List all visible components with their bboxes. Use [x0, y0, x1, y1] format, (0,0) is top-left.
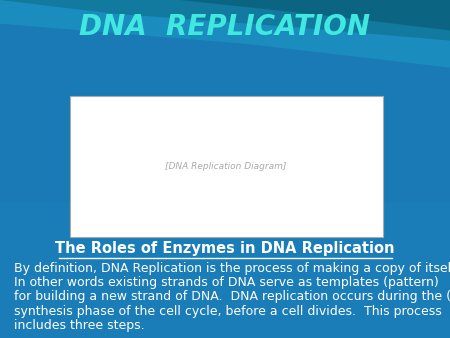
Polygon shape: [180, 0, 450, 30]
Text: includes three steps.: includes three steps.: [14, 319, 144, 332]
Text: synthesis phase of the cell cycle, before a cell divides.  This process: synthesis phase of the cell cycle, befor…: [14, 305, 441, 317]
Text: [DNA Replication Diagram]: [DNA Replication Diagram]: [166, 162, 287, 171]
Polygon shape: [0, 0, 450, 68]
Text: for building a new strand of DNA.  DNA replication occurs during the (S): for building a new strand of DNA. DNA re…: [14, 290, 450, 303]
Polygon shape: [0, 0, 450, 41]
Polygon shape: [0, 203, 450, 338]
Text: The Roles of Enzymes in DNA Replication: The Roles of Enzymes in DNA Replication: [55, 241, 395, 256]
Text: DNA  REPLICATION: DNA REPLICATION: [80, 13, 370, 41]
Text: In other words existing strands of DNA serve as templates (pattern): In other words existing strands of DNA s…: [14, 276, 438, 289]
Text: By definition, DNA Replication is the process of making a copy of itself.: By definition, DNA Replication is the pr…: [14, 262, 450, 275]
FancyBboxPatch shape: [70, 96, 382, 237]
